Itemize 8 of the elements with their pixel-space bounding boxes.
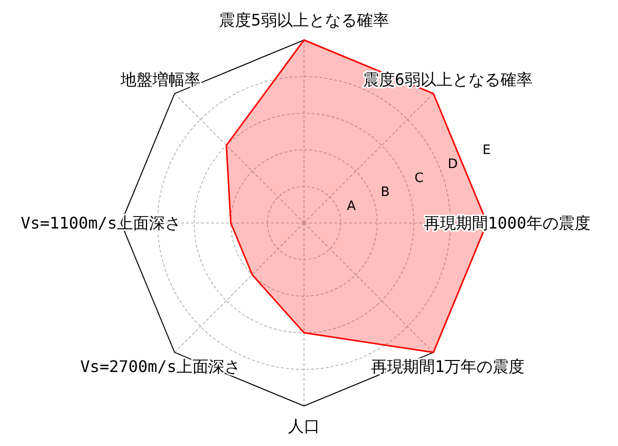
spoke-label: 地盤増幅率 xyxy=(119,70,200,89)
spoke-label: 人口 xyxy=(288,416,320,436)
y-tick-label: B xyxy=(380,185,390,200)
y-tick-label: E xyxy=(482,143,491,158)
spoke-label: 震度5弱以上となる確率 xyxy=(219,10,389,30)
y-tick-label: A xyxy=(346,199,356,214)
y-tick-label: D xyxy=(448,157,458,172)
y-tick-label: C xyxy=(414,171,424,186)
